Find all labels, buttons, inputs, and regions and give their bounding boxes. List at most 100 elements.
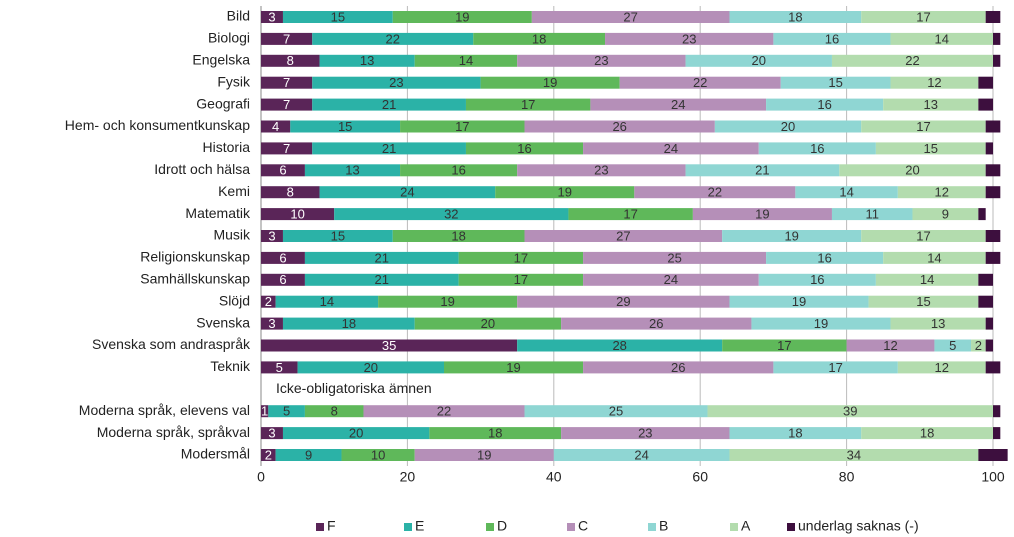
- bar-segment: [517, 54, 686, 67]
- value-label: 23: [594, 163, 608, 178]
- value-label: 17: [521, 97, 535, 112]
- value-label: 2: [265, 294, 272, 309]
- value-label: 3: [268, 426, 275, 441]
- legend-swatch: [316, 523, 324, 531]
- bar-segment: [729, 449, 979, 461]
- bar-segment: [312, 98, 466, 111]
- value-label: 7: [283, 141, 290, 156]
- y-tick-label: Biologi: [208, 30, 250, 46]
- bar-segment: [392, 230, 525, 242]
- value-label: 24: [671, 97, 685, 112]
- bar-segment: [985, 11, 1001, 23]
- value-label: 27: [616, 228, 630, 243]
- value-label: 24: [400, 185, 414, 200]
- bar-segment: [912, 208, 979, 221]
- y-tick-label: Samhällskunskap: [140, 271, 250, 287]
- value-label: 14: [839, 185, 853, 200]
- value-label: 35: [382, 338, 396, 353]
- value-label: 17: [623, 207, 637, 222]
- value-label: 26: [649, 316, 663, 331]
- value-label: 19: [558, 185, 572, 200]
- value-label: 19: [477, 447, 491, 462]
- value-label: 14: [935, 31, 949, 46]
- bar-segment: [261, 230, 283, 242]
- value-label: 15: [924, 141, 938, 156]
- bar-segment: [861, 230, 986, 242]
- bar-segment: [583, 251, 767, 264]
- y-tick-label: Geografi: [196, 95, 250, 111]
- bar-segment: [773, 361, 898, 374]
- y-tick-label: Svenska som andraspråk: [92, 336, 251, 352]
- bar-segment: [875, 273, 979, 286]
- bar-segment: [524, 230, 723, 242]
- y-tick-label: Historia: [203, 139, 251, 155]
- value-label: 12: [883, 338, 897, 353]
- value-label: 21: [755, 163, 769, 178]
- value-label: 14: [320, 294, 334, 309]
- value-label: 16: [817, 97, 831, 112]
- y-tick-label: Matematik: [185, 205, 251, 221]
- value-label: 17: [777, 338, 791, 353]
- bar-segment: [605, 32, 774, 45]
- bar-segment: [414, 317, 562, 330]
- bar-segment: [839, 164, 986, 177]
- value-label: 16: [817, 250, 831, 265]
- value-label: 6: [279, 272, 286, 287]
- bar-segment: [517, 295, 730, 308]
- value-label: 18: [488, 426, 502, 441]
- value-label: 12: [935, 360, 949, 375]
- bar-segment: [414, 449, 554, 461]
- bar-segment: [400, 164, 518, 177]
- bar-segment: [261, 251, 305, 264]
- bar-segment: [780, 76, 891, 89]
- bar-segment: [319, 54, 415, 67]
- bar-segment: [751, 317, 891, 330]
- bar-segment: [985, 142, 993, 155]
- value-label: 20: [481, 316, 495, 331]
- value-label: 27: [623, 9, 637, 24]
- y-tick-label: Moderna språk, språkval: [97, 424, 250, 440]
- value-label: 13: [931, 316, 945, 331]
- value-label: 16: [451, 163, 465, 178]
- value-label: 20: [349, 426, 363, 441]
- value-label: 23: [594, 53, 608, 68]
- bar-segment: [378, 295, 518, 308]
- bar-segment: [312, 76, 481, 89]
- value-label: 29: [616, 294, 630, 309]
- bar-segment: [890, 32, 993, 45]
- y-tick-label: Bild: [227, 8, 250, 24]
- bar-segment: [282, 427, 430, 440]
- value-label: 6: [279, 163, 286, 178]
- value-label: 17: [514, 250, 528, 265]
- bar-segment: [978, 273, 993, 286]
- x-tick-label: 80: [839, 469, 855, 485]
- bar-segment: [985, 186, 1001, 199]
- value-label: 15: [338, 119, 352, 134]
- bar-segment: [795, 186, 898, 199]
- value-label: 10: [371, 447, 385, 462]
- value-label: 26: [612, 119, 626, 134]
- bar-segment: [729, 427, 862, 440]
- bar-segment: [729, 11, 862, 23]
- bar-segment: [758, 273, 876, 286]
- bar-segment: [861, 11, 986, 23]
- value-label: 19: [792, 294, 806, 309]
- value-label: 32: [444, 207, 458, 222]
- bar-segment: [971, 339, 986, 352]
- legend-swatch: [567, 523, 575, 531]
- bar-segment: [268, 405, 305, 418]
- bar-segment: [861, 120, 986, 133]
- bar-segment: [261, 295, 276, 308]
- value-label: 3: [268, 9, 275, 24]
- value-label: 3: [268, 228, 275, 243]
- x-tick-label: 20: [400, 469, 416, 485]
- bar-segment: [304, 273, 459, 286]
- value-label: 14: [459, 53, 473, 68]
- bar-segment: [473, 32, 606, 45]
- value-label: 16: [810, 141, 824, 156]
- bar-segment: [978, 295, 993, 308]
- bar-segment: [875, 142, 986, 155]
- bar-segment: [334, 208, 569, 221]
- value-label: 17: [514, 272, 528, 287]
- bar-segment: [583, 361, 774, 374]
